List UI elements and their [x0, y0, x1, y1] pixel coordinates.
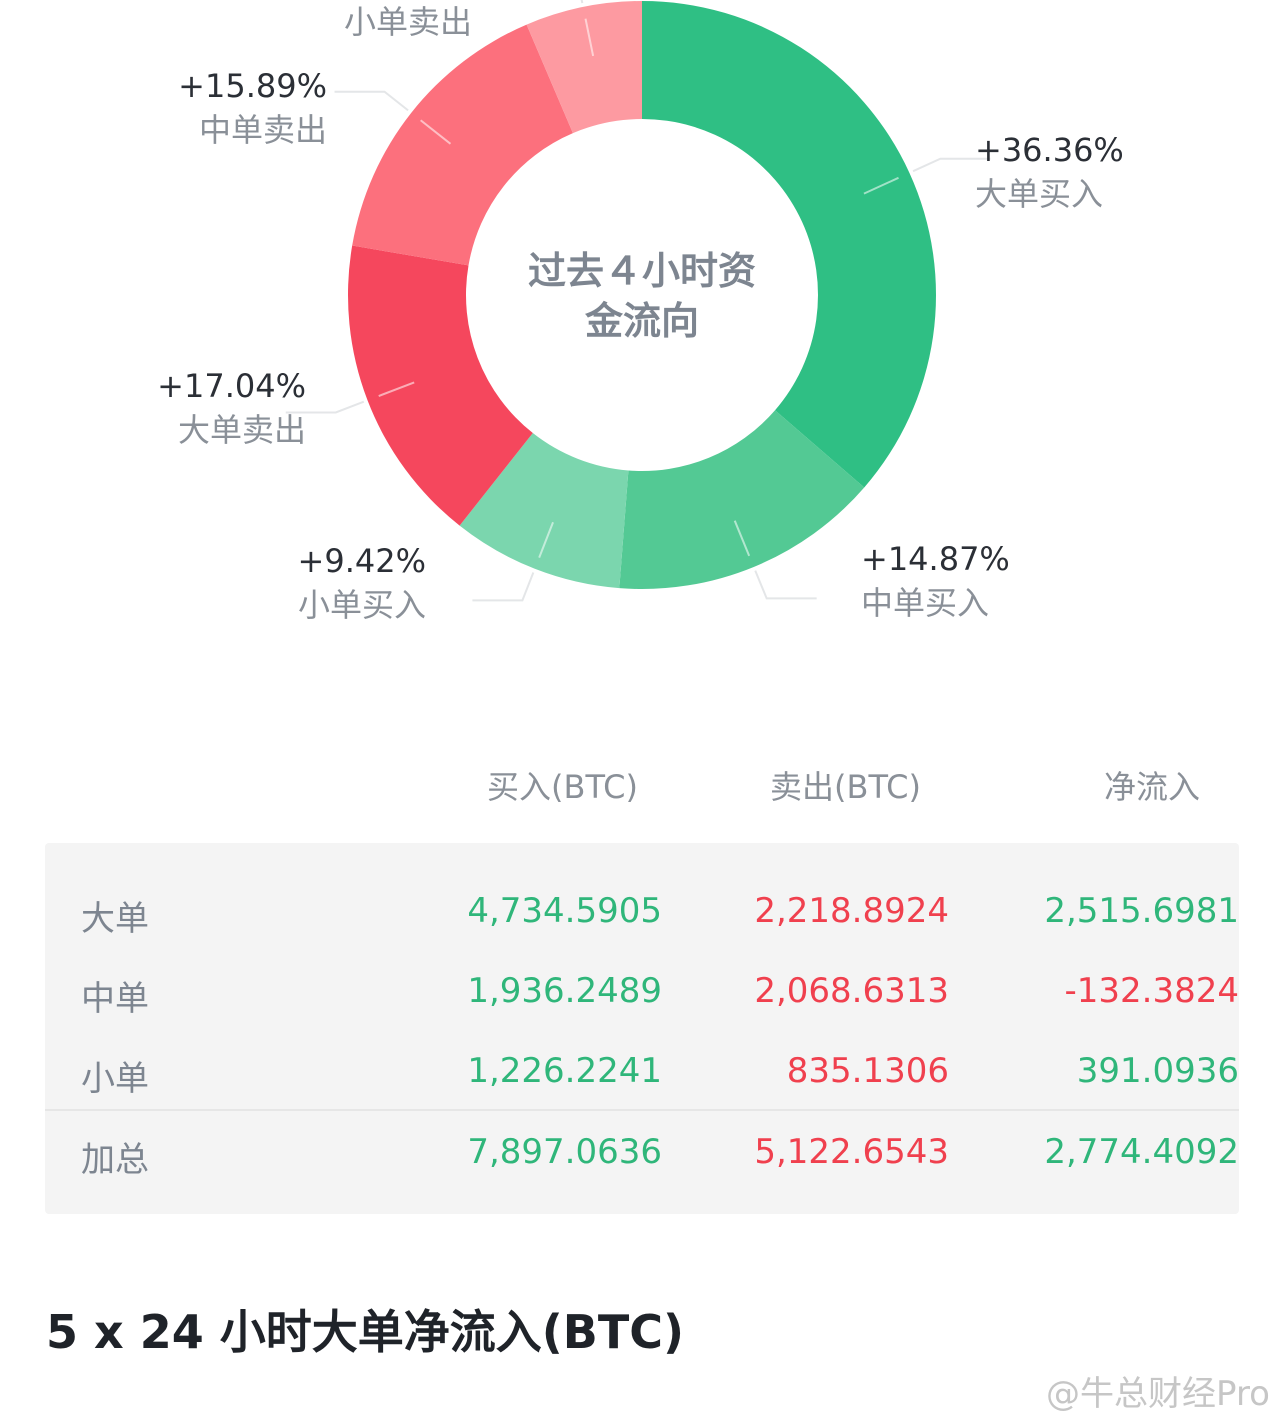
donut-center-title-line-1: 过去４小时资 — [527, 249, 756, 293]
sell-value: 2,068.6313 — [754, 971, 949, 1011]
donut-leader-tick — [584, 18, 595, 57]
slice-name: 中单卖出 — [198, 111, 327, 149]
table-row: 中单 1,936.2489 2,068.6313 -132.3824 — [45, 951, 1239, 1031]
total-divider — [45, 1109, 1239, 1111]
donut-leader-tick — [420, 119, 452, 145]
slice-name: 大单卖出 — [177, 411, 306, 449]
slice-name: 小单卖出 — [343, 3, 472, 41]
slice-percent: +36.36% — [975, 131, 1124, 169]
donut-slice-medium-sell — [352, 24, 573, 266]
sell-value: 2,218.8924 — [754, 891, 949, 931]
donut-leader-line — [912, 157, 991, 173]
donut-slice-large-buy — [642, 1, 936, 488]
col-header-sell: 卖出(BTC) — [770, 768, 921, 806]
col-header-net: 净流入 — [1104, 768, 1201, 806]
donut-leader-line — [580, 0, 584, 4]
donut-leader-tick — [378, 381, 415, 397]
slice-label-small-sell: 小单卖出 — [344, 0, 472, 44]
net-value: 2,774.4092 — [1044, 1132, 1239, 1172]
slice-percent: +17.04% — [157, 367, 306, 405]
donut-slice-large-sell — [348, 245, 533, 526]
slice-percent: +15.89% — [178, 67, 327, 105]
row-name: 大单 — [81, 899, 149, 939]
row-name: 小单 — [81, 1059, 149, 1099]
donut-leader-tick — [733, 520, 751, 557]
slice-label-large-sell: +17.04% 大单卖出 — [157, 364, 306, 452]
sell-value: 835.1306 — [786, 1051, 949, 1091]
slice-percent: +14.87% — [861, 540, 1010, 578]
donut-center-title-line-2: 金流向 — [584, 299, 699, 343]
section-title: 5 x 24 小时大单净流入(BTC) — [46, 1305, 684, 1359]
col-header-buy: 买入(BTC) — [487, 768, 638, 806]
table-row: 小单 1,226.2241 835.1306 391.0936 — [45, 1031, 1239, 1111]
row-name: 中单 — [81, 979, 149, 1019]
donut-leader-line — [285, 400, 365, 414]
net-value: 391.0936 — [1076, 1051, 1239, 1091]
table-row-total: 加总 7,897.0636 5,122.6543 2,774.4092 — [45, 1112, 1239, 1192]
buy-value: 7,897.0636 — [467, 1132, 662, 1172]
slice-name: 大单买入 — [975, 175, 1104, 213]
donut-leader-line — [754, 570, 817, 600]
fund-flow-donut-chart — [285, 0, 991, 602]
slice-label-medium-buy: +14.87% 中单买入 — [861, 537, 1010, 625]
slice-name: 小单买入 — [297, 586, 426, 624]
slice-label-large-buy: +36.36% 大单买入 — [975, 128, 1124, 216]
net-value: 2,515.6981 — [1044, 891, 1239, 931]
donut-leader-line — [334, 90, 409, 112]
slice-label-medium-sell: +15.89% 中单卖出 — [178, 64, 327, 152]
donut-leader-line — [472, 572, 535, 602]
donut-slice-medium-buy — [619, 410, 865, 589]
slice-percent: +9.42% — [297, 542, 426, 580]
table-row: 大单 4,734.5905 2,218.8924 2,515.6981 — [45, 871, 1239, 951]
buy-value: 1,936.2489 — [467, 971, 662, 1011]
donut-leader-tick — [863, 176, 899, 195]
donut-slice-small-buy — [459, 433, 629, 589]
slice-label-small-buy: +9.42% 小单买入 — [298, 539, 426, 627]
buy-value: 1,226.2241 — [467, 1051, 662, 1091]
fund-flow-table: 大单 4,734.5905 2,218.8924 2,515.6981 中单 1… — [45, 843, 1239, 1214]
watermark: @牛总财经Pro — [1046, 1374, 1270, 1414]
net-value: -132.3824 — [1064, 971, 1240, 1011]
slice-name: 中单买入 — [861, 584, 990, 622]
donut-center-title: 过去４小时资 金流向 — [492, 246, 792, 346]
sell-value: 5,122.6543 — [754, 1132, 949, 1172]
donut-leader-tick — [538, 521, 554, 558]
donut-slice-small-sell — [526, 1, 642, 134]
buy-value: 4,734.5905 — [467, 891, 662, 931]
row-name: 加总 — [81, 1140, 149, 1180]
